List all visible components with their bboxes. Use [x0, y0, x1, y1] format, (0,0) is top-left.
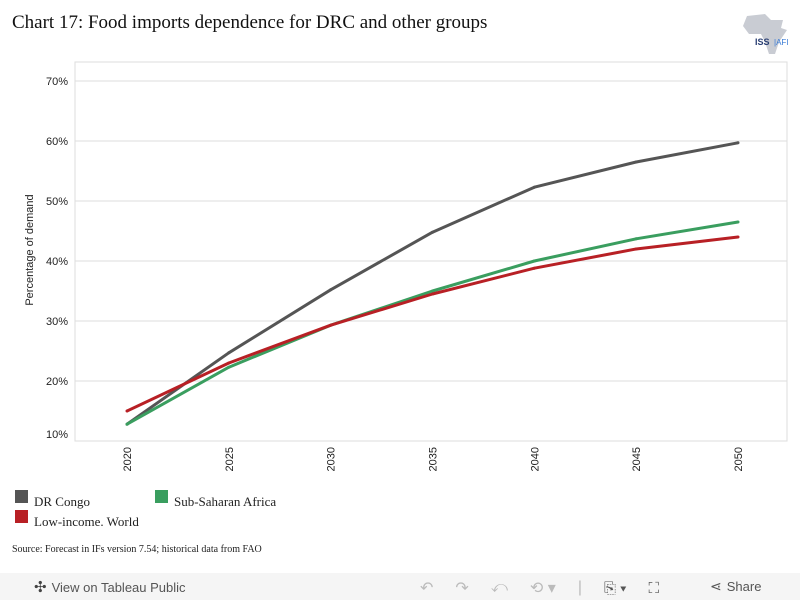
- legend-label: DR Congo: [34, 494, 90, 509]
- data-point: [125, 409, 129, 413]
- x-tick-label: 2040: [529, 447, 541, 471]
- y-tick-label: 20%: [46, 376, 68, 388]
- y-tick-label: 10%: [46, 429, 68, 441]
- plot-area: [74, 61, 788, 442]
- x-tick-label: 2020: [122, 447, 134, 471]
- legend-item-low-income[interactable]: Low-income. World: [15, 510, 139, 529]
- undo-icon[interactable]: ↶: [420, 580, 434, 597]
- data-point: [227, 361, 231, 365]
- series-line-0: [126, 141, 739, 426]
- x-tick-label: 2045: [631, 447, 643, 471]
- x-tick-label: 2025: [224, 447, 236, 471]
- data-point: [125, 422, 129, 426]
- data-point: [532, 185, 536, 189]
- series-line-1: [126, 220, 739, 426]
- y-tick-label: 50%: [46, 196, 68, 208]
- data-point: [532, 259, 536, 263]
- refresh-icon[interactable]: ⟲ ▾: [529, 580, 556, 597]
- view-label: View on Tableau Public: [51, 579, 186, 595]
- legend-swatch: [155, 490, 168, 503]
- data-point: [736, 220, 740, 224]
- tableau-icon: ✣: [34, 579, 47, 596]
- x-tick-label: 2050: [733, 447, 745, 471]
- svg-text:ISS: ISS: [755, 37, 770, 47]
- data-point: [329, 288, 333, 292]
- svg-text:|AFI: |AFI: [774, 38, 789, 47]
- tableau-toolbar: ✣ View on Tableau Public ↶ ↷ ⤺ ⟲ ▾ | ⎘ ▾…: [0, 573, 800, 600]
- view-on-tableau-button[interactable]: ✣ View on Tableau Public: [34, 578, 186, 596]
- data-point: [634, 160, 638, 164]
- data-point: [431, 292, 434, 296]
- data-point: [736, 141, 740, 145]
- data-point: [431, 289, 434, 293]
- y-axis-label: Percentage of demand: [24, 194, 36, 305]
- data-point: [634, 237, 638, 241]
- legend-item-ssa[interactable]: Sub-Saharan Africa: [155, 490, 277, 509]
- y-tick-label: 30%: [46, 316, 68, 328]
- x-tick-label: 2035: [428, 447, 440, 471]
- data-point: [532, 266, 536, 270]
- x-tick-label: 2030: [326, 447, 338, 471]
- revert-icon[interactable]: ⤺: [490, 579, 508, 596]
- download-icon[interactable]: ⎘ ▾: [603, 579, 627, 597]
- fullscreen-icon[interactable]: ⛶: [648, 579, 659, 597]
- y-tick-label: 60%: [46, 136, 68, 148]
- line-chart: 10% 20% 30% 40% 50% 60% 70% 2020 2025 2030 2035 204…: [24, 61, 788, 471]
- series-line-2: [126, 235, 739, 413]
- share-icon: ⋖: [710, 578, 722, 594]
- legend-label: Sub-Saharan Africa: [174, 494, 277, 509]
- y-tick-label: 70%: [46, 76, 68, 88]
- data-point: [227, 365, 231, 369]
- legend-swatch: [15, 490, 28, 503]
- data-point: [634, 247, 638, 251]
- y-tick-label: 40%: [46, 256, 68, 268]
- legend-label: Low-income. World: [34, 514, 139, 529]
- data-point: [431, 230, 434, 234]
- data-point: [736, 235, 740, 239]
- data-point: [329, 323, 333, 327]
- share-button[interactable]: ⋖ Share: [710, 578, 761, 595]
- data-point: [227, 351, 231, 355]
- chart-title: Chart 17: Food imports dependence for DR…: [12, 12, 488, 33]
- source-note: Source: Forecast in IFs version 7.54; hi…: [12, 544, 262, 555]
- redo-icon[interactable]: ↷: [455, 580, 469, 597]
- legend-item-drc[interactable]: DR Congo: [15, 490, 90, 509]
- share-label: Share: [726, 579, 762, 594]
- divider: |: [577, 579, 582, 596]
- iss-afi-logo: ISS |AFI: [743, 14, 789, 54]
- legend-swatch: [15, 510, 28, 523]
